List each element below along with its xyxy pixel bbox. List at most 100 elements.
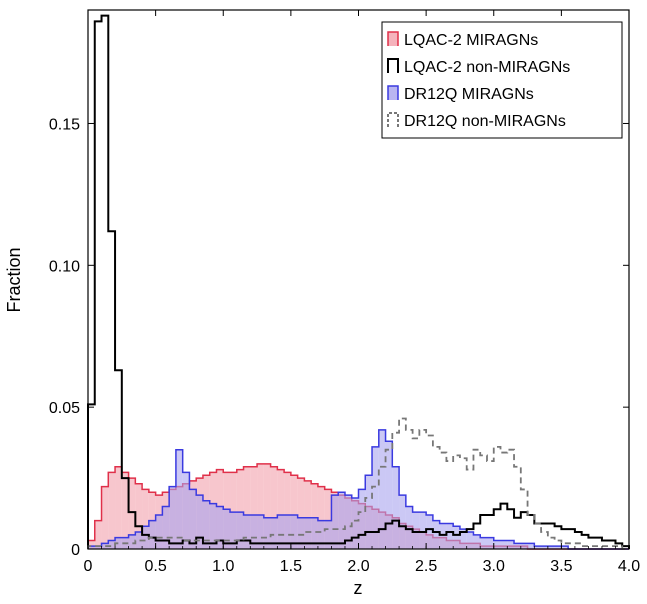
bar xyxy=(277,514,285,549)
legend-swatch-outline xyxy=(387,85,399,100)
axis-layer: 0 0.5 1.0 1.5 2.0 2.5 3.0 3.5 4.0 0 0.05 0.10 0.15 xyxy=(49,10,640,575)
bar xyxy=(473,534,481,549)
bar xyxy=(250,514,258,549)
x-tick-label: 2.0 xyxy=(347,558,369,575)
x-axis-label: z xyxy=(354,578,363,598)
bar xyxy=(466,531,474,549)
bar xyxy=(514,543,521,549)
bar xyxy=(324,520,332,549)
bar xyxy=(196,495,203,549)
legend-swatch-outline xyxy=(387,31,399,46)
bar xyxy=(101,543,109,549)
bar xyxy=(412,512,420,549)
x-tick-label: 4.0 xyxy=(618,558,640,575)
bar xyxy=(331,495,339,549)
legend-swatch xyxy=(388,32,398,46)
bar xyxy=(108,472,116,549)
bar xyxy=(493,540,501,549)
bar xyxy=(317,520,325,549)
legend-label: DR12Q non-MIRAGNs xyxy=(404,113,566,130)
bar xyxy=(561,546,569,549)
x-tick-label: 1.5 xyxy=(280,558,302,575)
bar xyxy=(311,483,318,549)
x-tick-label: 3.0 xyxy=(483,558,505,575)
bar xyxy=(290,514,298,549)
bar xyxy=(527,543,535,549)
series-line xyxy=(87,417,629,550)
bar xyxy=(216,506,224,549)
bar xyxy=(135,531,143,549)
bar xyxy=(500,540,508,549)
bar xyxy=(446,523,454,549)
bar xyxy=(202,500,210,549)
bar xyxy=(230,512,237,549)
bar xyxy=(304,480,312,549)
legend-swatch xyxy=(387,112,399,127)
bar xyxy=(547,546,555,549)
y-axis-label: Fraction xyxy=(4,247,24,312)
legend-box xyxy=(381,21,623,139)
bar xyxy=(115,537,122,549)
series-outline xyxy=(87,429,629,550)
histogram-layer xyxy=(87,14,630,550)
bar xyxy=(162,506,170,549)
bar xyxy=(432,520,440,549)
bar xyxy=(284,514,291,549)
bar xyxy=(88,540,95,549)
x-tick-label: 1.0 xyxy=(212,558,234,575)
x-tick-label: 2.5 xyxy=(415,558,437,575)
bar xyxy=(284,472,291,549)
bar xyxy=(426,514,433,549)
bar xyxy=(209,503,217,549)
legend-label: DR12Q MIRAGNs xyxy=(404,86,534,103)
y-tick-label: 0.05 xyxy=(49,400,80,417)
bar xyxy=(317,486,325,549)
bar xyxy=(453,526,460,549)
bar xyxy=(257,463,264,549)
legend-swatch xyxy=(388,86,398,100)
bar xyxy=(108,540,116,549)
bar xyxy=(304,517,312,549)
x-tick-label: 0 xyxy=(84,558,93,575)
bar xyxy=(243,466,251,549)
bar xyxy=(142,526,149,549)
bar xyxy=(263,463,271,549)
x-tick-label: 3.5 xyxy=(550,558,572,575)
bar xyxy=(94,520,102,549)
bar xyxy=(365,475,373,549)
bar xyxy=(230,472,237,549)
bar xyxy=(94,546,102,549)
bar xyxy=(101,486,109,549)
bar xyxy=(311,517,318,549)
y-tick-label: 0.15 xyxy=(49,116,80,133)
bar xyxy=(399,495,406,549)
bar xyxy=(405,506,413,549)
bar xyxy=(419,512,427,549)
y-tick-label: 0 xyxy=(71,542,80,559)
bar xyxy=(257,514,264,549)
y-tick-label: 0.10 xyxy=(49,258,80,275)
bar xyxy=(507,540,515,549)
bar xyxy=(324,489,332,549)
bar xyxy=(344,495,352,549)
legend-label: LQAC-2 non-MIRAGNs xyxy=(404,59,570,76)
bar xyxy=(250,466,258,549)
bar xyxy=(534,546,542,549)
bar xyxy=(88,546,95,549)
bar xyxy=(392,466,400,549)
bar xyxy=(372,446,379,549)
bar xyxy=(270,517,278,549)
bar xyxy=(385,441,393,549)
bar xyxy=(351,497,359,549)
series-3 xyxy=(87,429,629,550)
bar xyxy=(128,478,136,549)
bar xyxy=(358,489,366,549)
bar xyxy=(243,514,251,549)
bar xyxy=(135,483,143,549)
bar xyxy=(169,486,176,549)
bar xyxy=(121,472,129,549)
bar xyxy=(236,469,244,549)
bar xyxy=(189,489,197,549)
x-tick-label: 0.5 xyxy=(145,558,167,575)
